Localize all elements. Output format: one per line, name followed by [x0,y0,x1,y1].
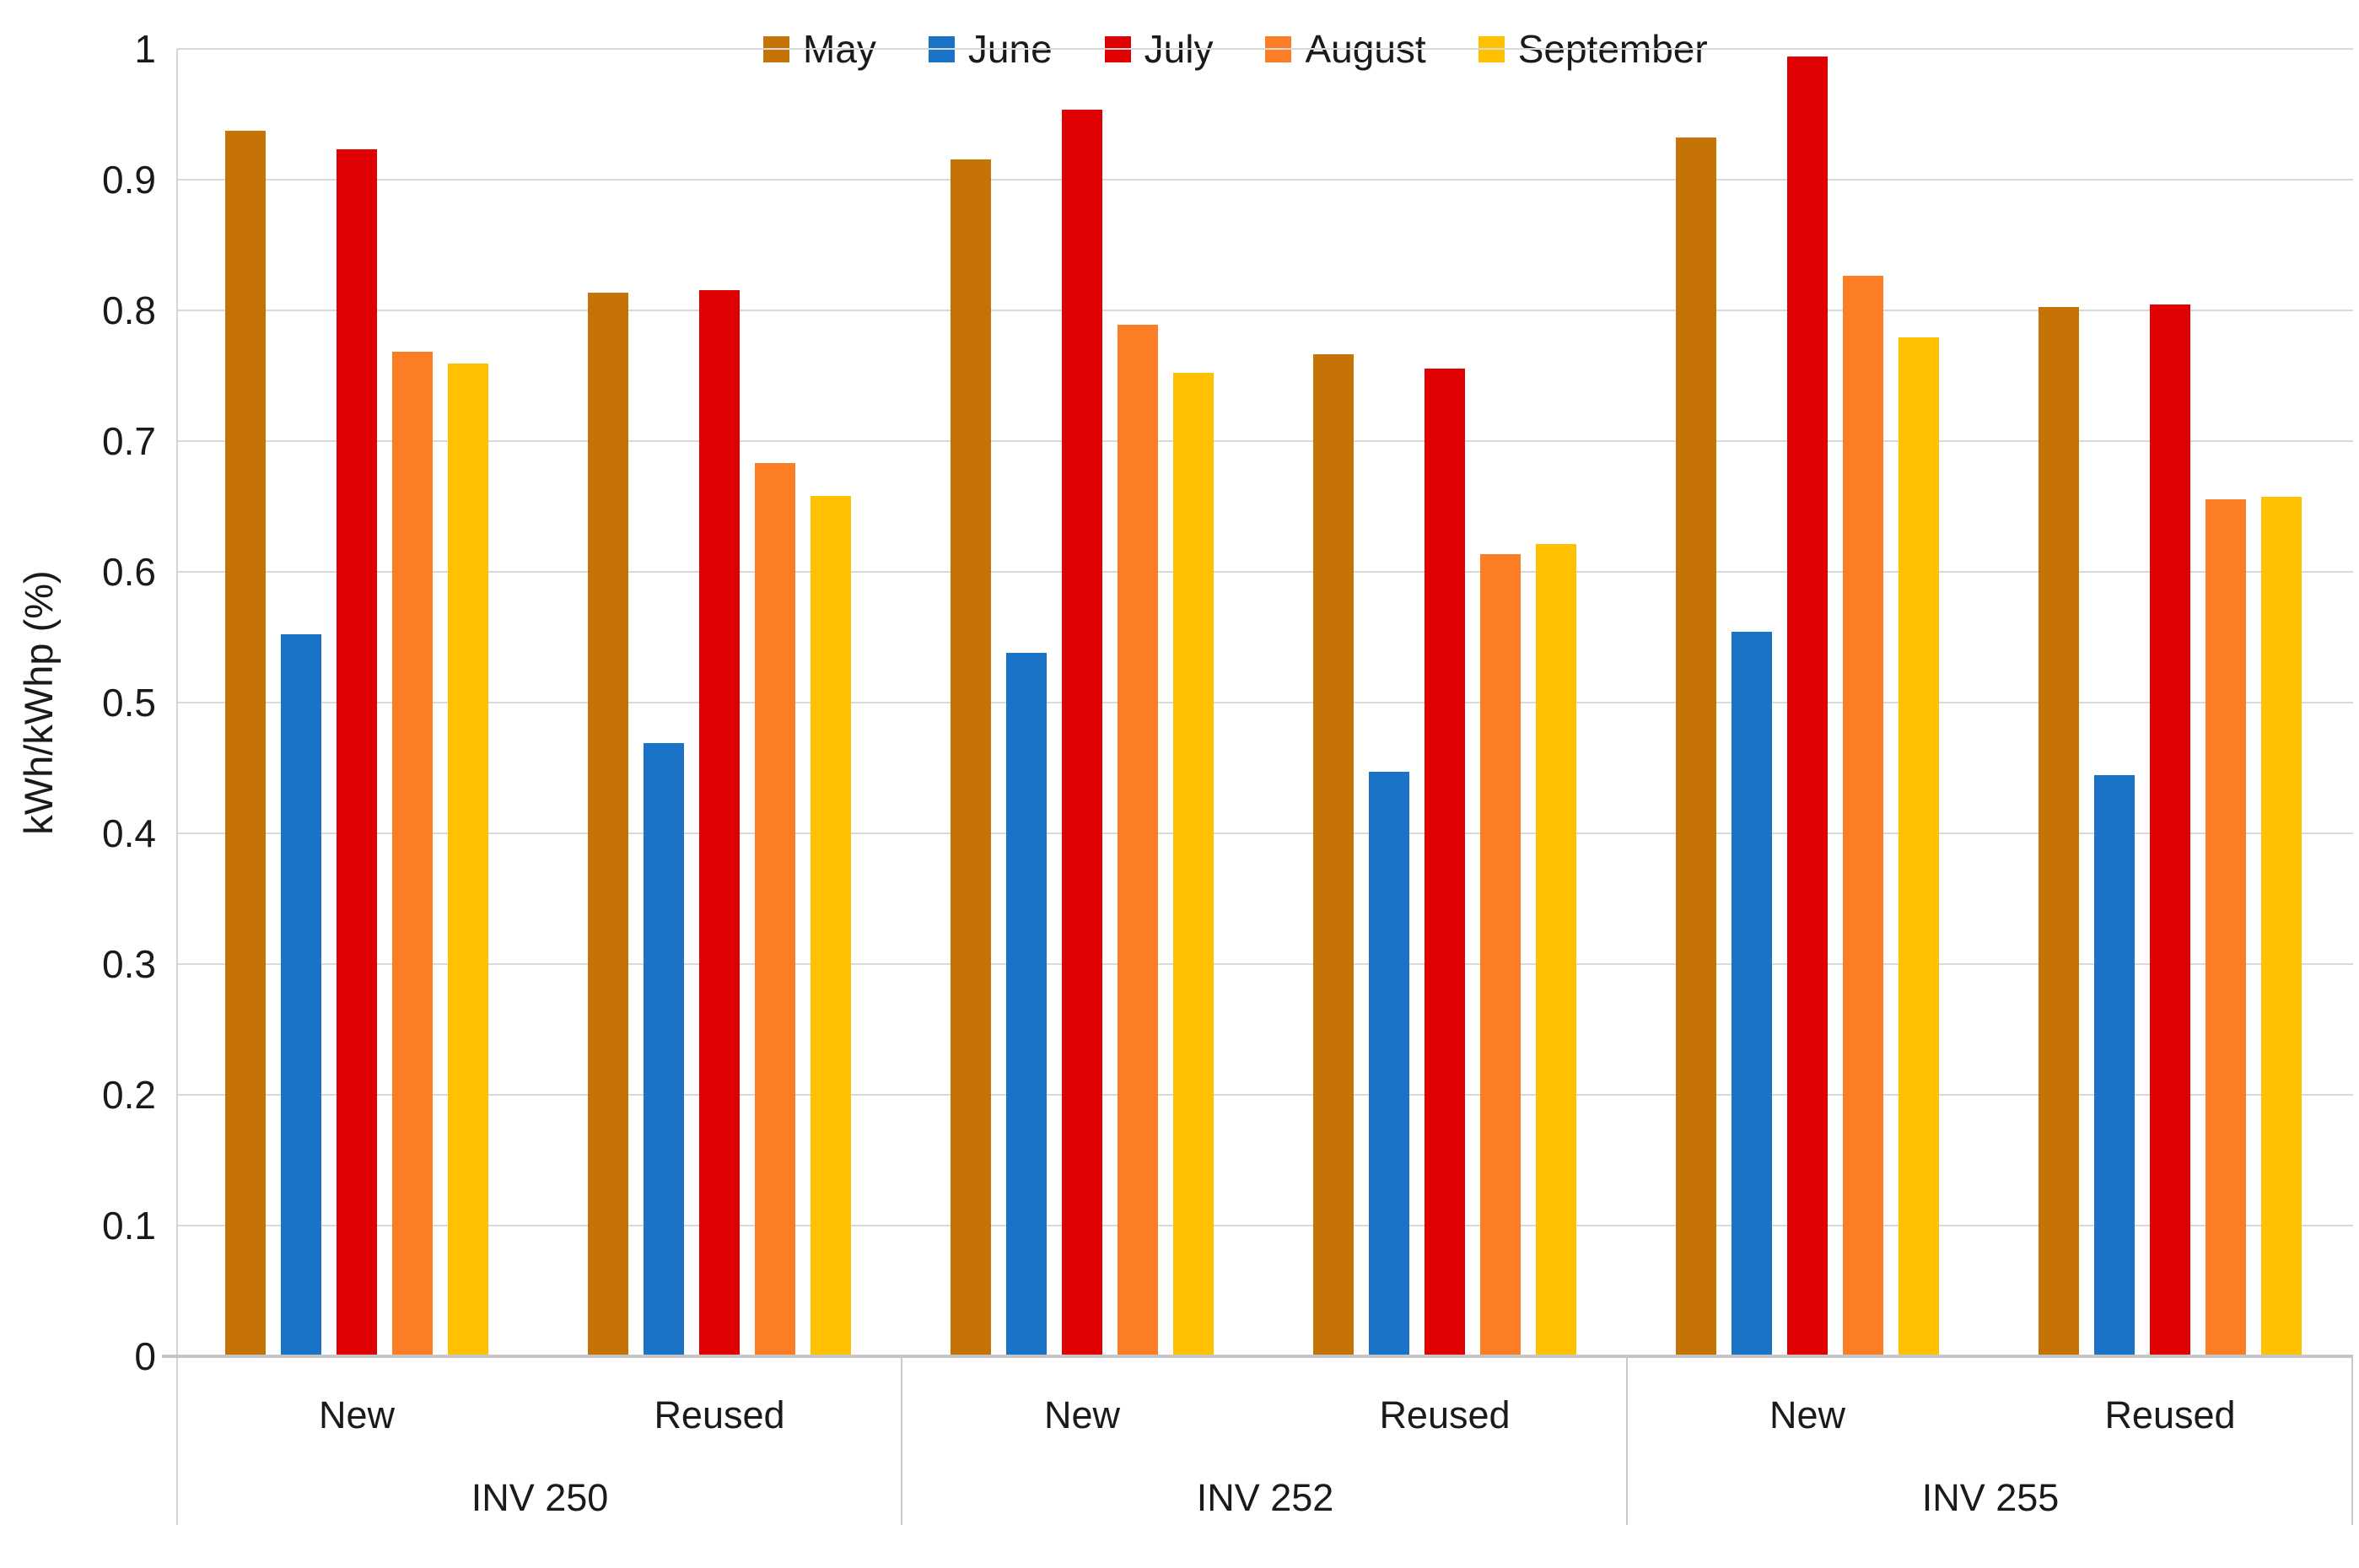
bar-july-5 [2150,304,2190,1355]
bar-june-0 [281,634,321,1355]
bar-august-4 [1843,276,1883,1355]
y-tick-label: 0.5 [102,681,156,725]
x-axis-line [162,1355,2353,1358]
bar-june-4 [1732,632,1772,1355]
y-tick-label: 0.2 [102,1073,156,1117]
y-tick-label: 0.4 [102,811,156,855]
bar-june-1 [644,743,684,1355]
subgroup-label: New [1769,1393,1846,1436]
y-tick-label: 1 [134,27,156,71]
gridline [177,702,2353,703]
bar-august-5 [2206,499,2246,1355]
bar-september-3 [1536,544,1576,1355]
bar-may-3 [1313,354,1354,1355]
gridline [177,963,2353,965]
y-tick-label: 0.8 [102,288,156,332]
y-tick-label: 0.7 [102,419,156,463]
bar-may-1 [588,293,628,1355]
bar-june-3 [1369,772,1409,1355]
gridline [177,179,2353,181]
group-label: INV 250 [471,1476,609,1519]
bar-may-0 [225,131,266,1355]
gridline [177,571,2353,573]
gridline [177,440,2353,442]
bar-may-4 [1676,137,1716,1355]
y-tick-label: 0.3 [102,942,156,986]
bar-september-0 [448,364,488,1355]
bar-september-4 [1899,337,1939,1355]
y-tick-label: 0.1 [102,1204,156,1247]
bar-august-3 [1480,554,1521,1355]
subgroup-label: Reused [654,1393,785,1436]
y-tick-label: 0.6 [102,550,156,594]
bar-may-5 [2039,307,2079,1355]
subgroup-label: New [318,1393,396,1436]
bar-august-2 [1118,325,1158,1355]
bar-august-0 [392,352,433,1355]
subgroup-label: New [1043,1393,1121,1436]
gridline [177,1094,2353,1096]
bar-july-0 [337,149,377,1355]
bar-may-2 [951,159,991,1355]
bar-july-3 [1425,369,1465,1355]
gridline [177,1225,2353,1226]
y-tick-label: 0.9 [102,158,156,202]
bar-july-4 [1787,57,1828,1355]
y-axis-line [176,49,178,1525]
group-label: INV 255 [1921,1476,2060,1519]
bar-june-5 [2094,775,2135,1355]
group-label: INV 252 [1196,1476,1334,1519]
gridline [177,310,2353,311]
y-tick-label: 0 [134,1334,156,1378]
category-divider [2351,1356,2353,1525]
gridline [177,48,2353,50]
bar-september-1 [811,496,851,1355]
category-divider [1626,1356,1628,1525]
subgroup-label: Reused [1379,1393,1511,1436]
bar-august-1 [755,463,795,1355]
bar-july-2 [1062,110,1102,1355]
subgroup-label: Reused [2104,1393,2236,1436]
bar-september-5 [2261,497,2302,1355]
gridline [177,832,2353,834]
category-divider [901,1356,902,1525]
bar-june-2 [1006,653,1047,1355]
bar-september-2 [1173,373,1214,1355]
bar-july-1 [699,290,740,1355]
